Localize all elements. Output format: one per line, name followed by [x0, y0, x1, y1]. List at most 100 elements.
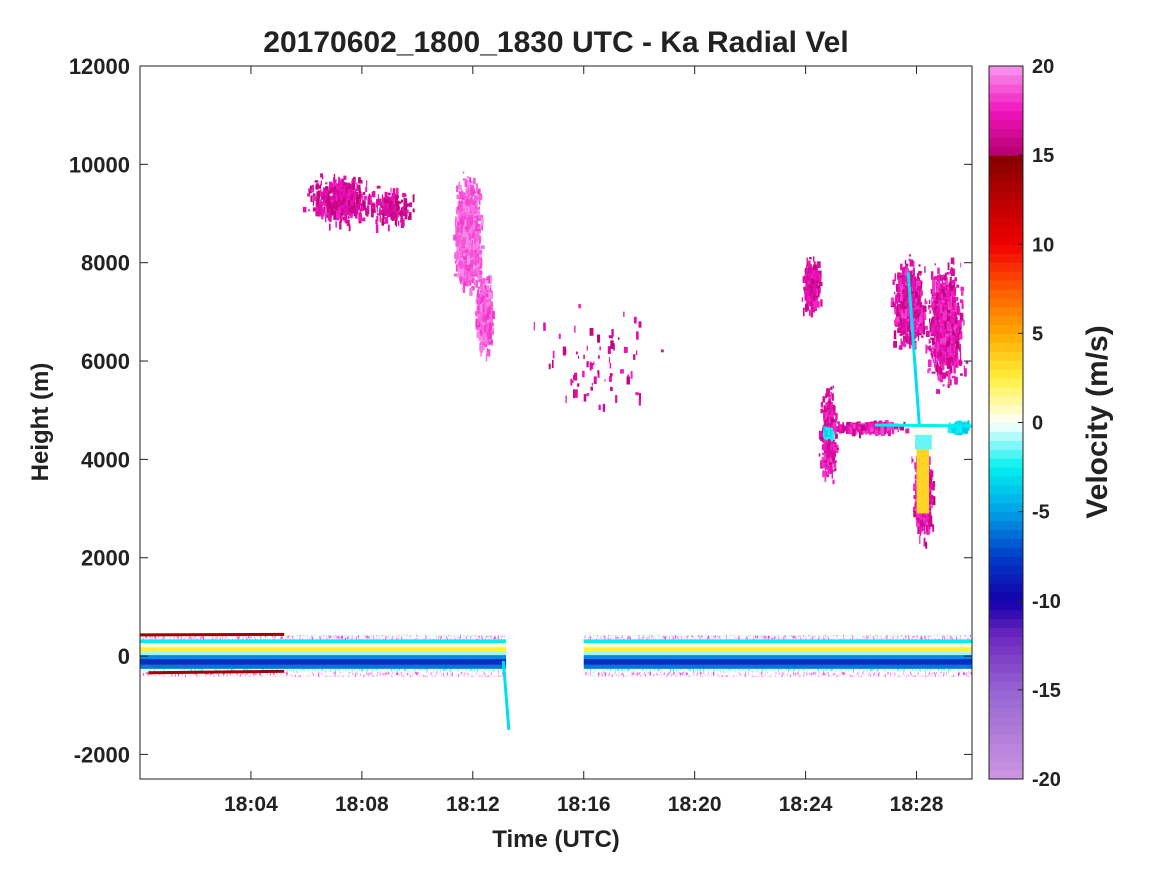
echo-cell — [318, 208, 321, 217]
echo-cell — [826, 388, 831, 394]
echo-cell — [931, 278, 936, 284]
echo-cell — [818, 280, 821, 284]
surface-layer-a-lower-blue — [140, 664, 507, 669]
echo-cell — [467, 181, 471, 185]
echo-cell — [312, 193, 316, 197]
echo-cell — [371, 191, 375, 197]
echo-cell — [382, 205, 386, 214]
echo-cell — [824, 461, 827, 470]
echo-cell — [907, 323, 911, 332]
echo-cell — [905, 284, 907, 292]
echo-cell — [836, 447, 839, 450]
echo-cell — [597, 334, 601, 343]
echo-cell — [893, 330, 897, 340]
echo-cell — [321, 208, 325, 217]
echo-cell — [574, 389, 578, 398]
echo-cell — [921, 335, 924, 338]
echo-cell — [458, 232, 461, 236]
echo-cell — [369, 199, 372, 202]
echo-cell — [936, 361, 939, 366]
echo-cell — [358, 193, 361, 203]
echo-cell — [458, 190, 461, 194]
echo-cell — [578, 304, 581, 309]
echo-cell — [808, 275, 810, 280]
surface-layer-a-cyan-blue — [140, 655, 507, 660]
echo-cell — [479, 313, 481, 317]
echo-cell — [916, 300, 919, 306]
echo-cell — [818, 453, 821, 457]
echo-cell — [852, 424, 856, 429]
echo-cell — [302, 206, 307, 213]
echo-cell — [457, 272, 459, 278]
echo-cell — [353, 190, 357, 194]
echo-cell — [387, 192, 391, 196]
echo-cell — [870, 427, 874, 432]
echo-cell — [470, 208, 474, 215]
echo-cell — [824, 428, 828, 437]
echo-cell — [467, 255, 470, 265]
echo-cell — [460, 189, 463, 193]
echo-cell — [480, 313, 483, 322]
echo-cell — [855, 427, 857, 434]
echo-cell — [824, 411, 828, 419]
echo-cell — [477, 296, 480, 301]
echo-cell — [350, 205, 354, 214]
echo-cell — [924, 325, 928, 330]
echo-cell — [832, 385, 835, 389]
echo-cell — [462, 203, 465, 208]
echo-cell — [896, 307, 899, 317]
echo-cell — [963, 365, 965, 370]
echo-cell — [826, 447, 829, 451]
echo-cell — [829, 418, 834, 428]
echo-cell — [467, 176, 469, 179]
surface-layer-a-lower-cyan — [140, 668, 507, 673]
echo-cell — [356, 184, 361, 190]
echo-cell — [927, 359, 932, 368]
echo-cell — [356, 184, 359, 191]
echo-cell — [355, 192, 359, 201]
echo-cell — [904, 322, 909, 325]
echo-cell — [335, 194, 338, 202]
echo-cell — [473, 226, 475, 234]
echo-cell — [475, 183, 478, 193]
echo-cell — [466, 262, 468, 272]
echo-cell — [583, 354, 585, 360]
echo-cell — [896, 273, 899, 279]
echo-cell — [479, 214, 483, 220]
echo-cell — [346, 195, 350, 199]
echo-cell — [479, 236, 481, 244]
echo-cell — [346, 219, 350, 227]
echo-cell — [806, 271, 810, 276]
echo-cell — [352, 187, 355, 194]
echo-cell — [608, 376, 612, 382]
echo-cell — [904, 294, 908, 300]
echo-cell — [347, 216, 350, 219]
echo-cell — [351, 191, 353, 196]
echo-cell — [341, 200, 346, 208]
echo-cell — [918, 323, 922, 331]
echo-cell — [855, 421, 859, 430]
echo-cell — [818, 285, 821, 289]
echo-cell — [905, 428, 910, 434]
echo-cell — [904, 304, 908, 308]
echo-cell — [479, 257, 481, 264]
echo-cell — [823, 415, 825, 421]
echo-cell — [372, 211, 374, 218]
echo-cell — [402, 206, 406, 214]
echo-cell — [323, 197, 326, 202]
echo-cell — [609, 362, 612, 369]
echo-cell — [486, 332, 491, 336]
echo-cell — [609, 373, 613, 377]
echo-cell — [462, 271, 467, 276]
echo-cell — [489, 318, 493, 323]
echo-cell — [552, 350, 555, 359]
echo-cell — [313, 207, 317, 212]
echo-cell — [394, 197, 398, 206]
echo-cell — [894, 273, 897, 282]
echo-cell — [956, 284, 960, 288]
echo-cell — [597, 355, 600, 359]
echo-cell — [823, 447, 825, 453]
echo-cell — [900, 301, 905, 310]
echo-cell — [958, 308, 961, 315]
echo-cell — [809, 257, 812, 260]
